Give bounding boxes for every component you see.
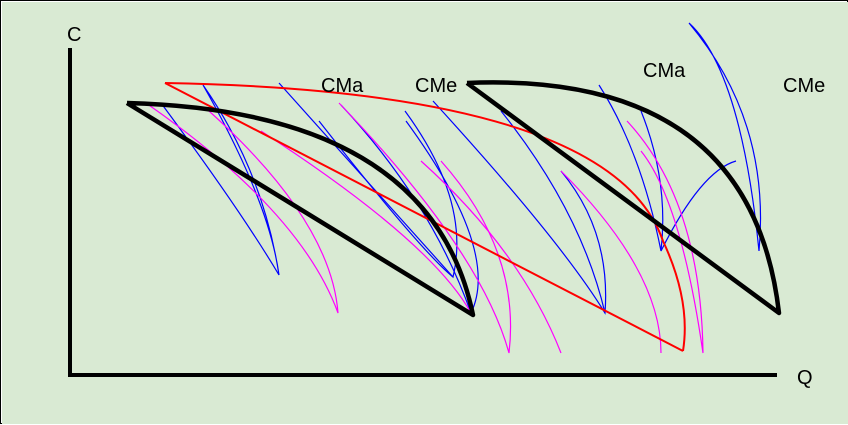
marginal-curve (432, 100, 607, 315)
marginal-curve (500, 110, 606, 314)
marginal-curve (318, 120, 454, 278)
long-run-curves (164, 82, 686, 352)
short-run-curve-right (465, 80, 782, 316)
marginal-curve (405, 120, 479, 314)
short-run-curve-left (125, 100, 476, 318)
average-cost-label-1: CMe (415, 75, 457, 97)
marginal-cost-curves (160, 22, 762, 315)
marginal-cost-label-1: CMa (321, 75, 364, 97)
average-cost-label-2: CMe (783, 75, 825, 97)
average-curve (626, 120, 704, 354)
average-curve (420, 160, 562, 354)
long-run-marginal-line (164, 82, 684, 352)
short-run-average-curves (125, 80, 782, 318)
x-axis-label: Q (797, 367, 813, 389)
marginal-cost-label-2: CMa (643, 60, 686, 82)
long-run-average-arc (164, 82, 686, 352)
average-curve (338, 102, 512, 354)
y-axis-label: C (67, 24, 81, 46)
marginal-curve (688, 22, 762, 252)
marginal-curve (160, 102, 280, 276)
average-curve (260, 130, 472, 314)
average-curve (560, 170, 662, 354)
